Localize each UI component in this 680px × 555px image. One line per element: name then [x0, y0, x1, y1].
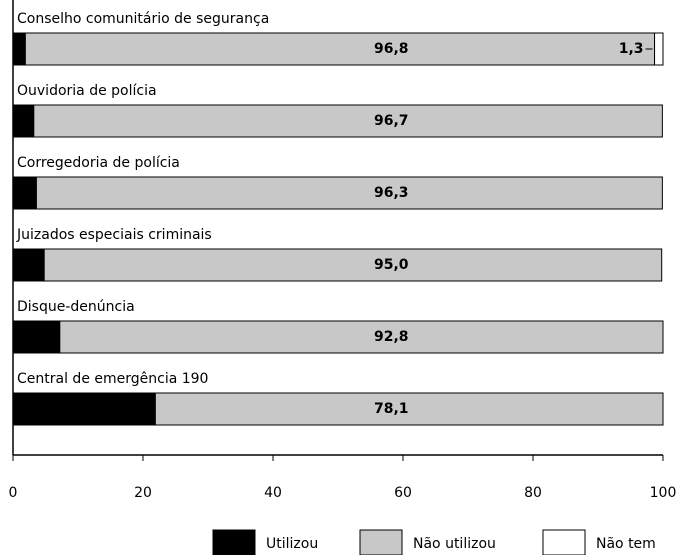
- bar-segment: [654, 32, 664, 66]
- x-tick-label: 40: [264, 485, 282, 501]
- x-tick-label: 80: [524, 485, 542, 501]
- x-tick-label: 0: [9, 485, 18, 501]
- category-label: Ouvidoria de polícia: [17, 83, 157, 99]
- legend-label: Utilizou: [266, 536, 318, 552]
- value-label: 1,3: [619, 41, 644, 57]
- value-label: 95,0: [374, 257, 409, 273]
- legend-label: Não tem: [596, 536, 656, 552]
- x-tick-label: 100: [650, 485, 677, 501]
- category-label: Central de emergência 190: [17, 371, 208, 387]
- bar-segment: [43, 248, 663, 282]
- value-label: 96,8: [374, 41, 409, 57]
- bar-segment: [35, 176, 663, 210]
- bar-segment: [12, 176, 37, 210]
- legend-swatch: [359, 529, 403, 555]
- bar-segment: [12, 32, 26, 66]
- bar-segment: [12, 320, 61, 354]
- bar-segment: [12, 392, 156, 426]
- legend-label: Não utilizou: [413, 536, 496, 552]
- x-tick-label: 20: [134, 485, 152, 501]
- bar-segment: [33, 104, 663, 138]
- bar-segment: [12, 104, 35, 138]
- category-label: Disque-denúncia: [17, 299, 135, 315]
- legend-swatch: [212, 529, 256, 555]
- x-tick-label: 60: [394, 485, 412, 501]
- bar-segment: [59, 320, 664, 354]
- legend-swatch: [542, 529, 586, 555]
- bar-segment: [12, 248, 45, 282]
- category-label: Juizados especiais criminais: [16, 227, 212, 243]
- value-label: 96,3: [374, 185, 409, 201]
- value-label: 96,7: [374, 113, 409, 129]
- bar-segment: [154, 392, 664, 426]
- category-label: Conselho comunitário de segurança: [17, 11, 269, 27]
- value-label: 92,8: [374, 329, 409, 345]
- bar-segment: [24, 32, 656, 66]
- value-label: 78,1: [374, 401, 409, 417]
- category-label: Corregedoria de polícia: [17, 155, 180, 171]
